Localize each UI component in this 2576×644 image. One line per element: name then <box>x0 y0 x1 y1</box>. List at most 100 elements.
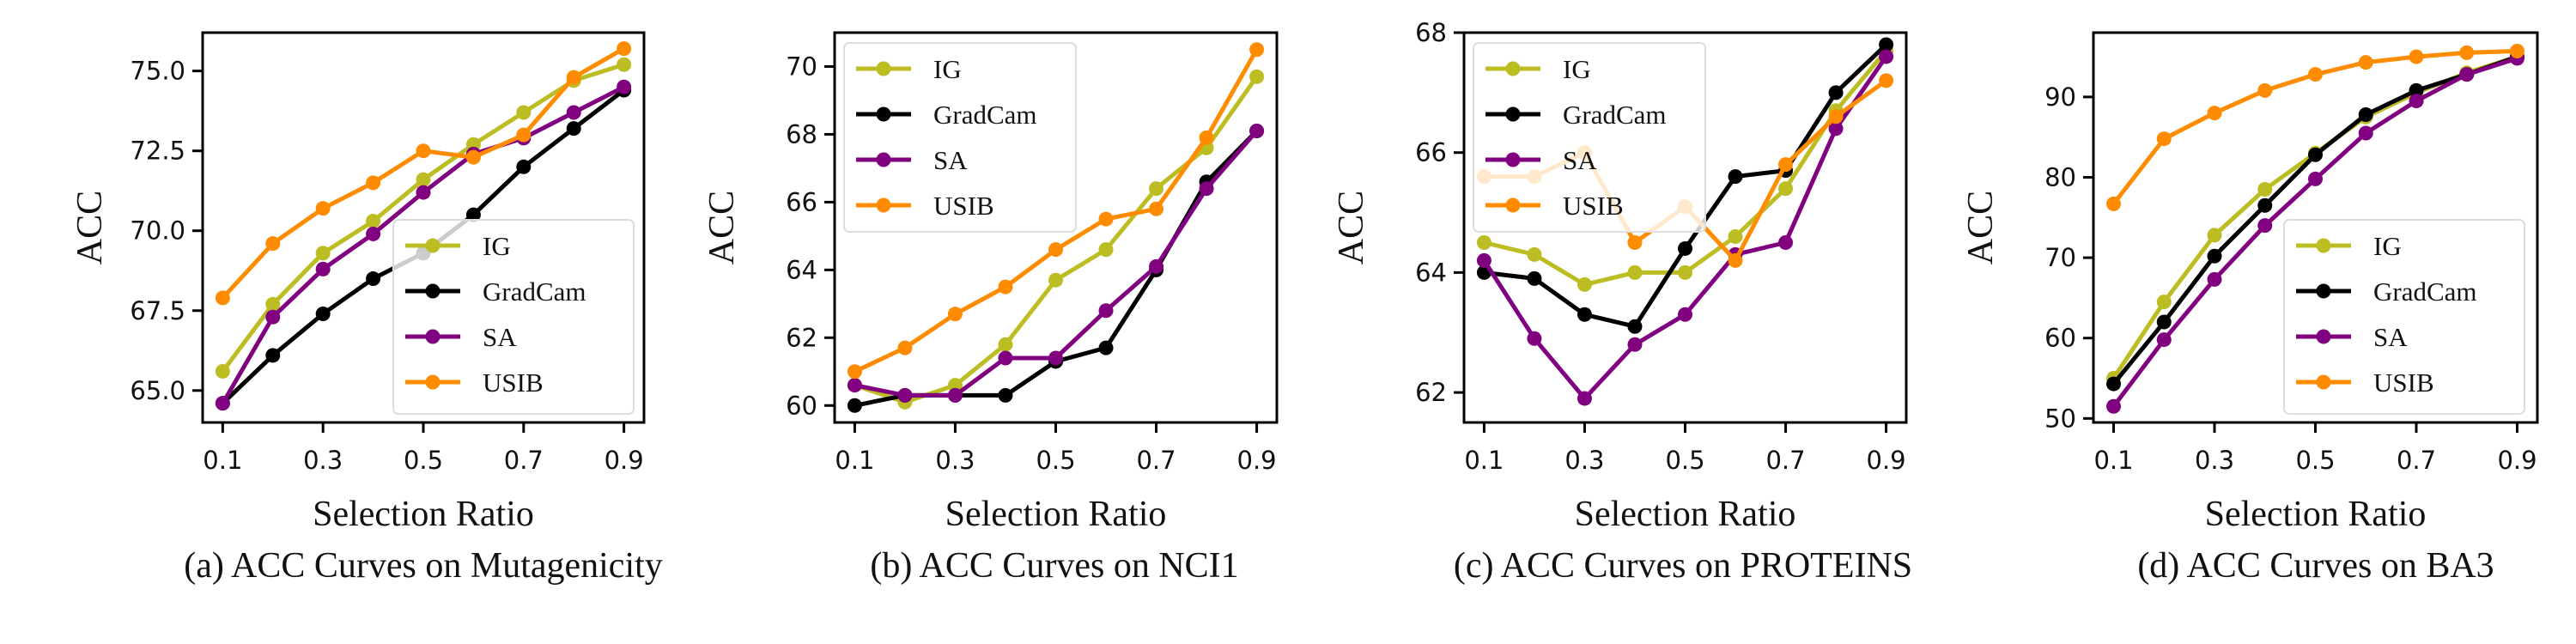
data-point-sa <box>947 387 963 403</box>
legend-box <box>2283 219 2525 415</box>
data-point-gradcam <box>516 159 532 174</box>
legend-label-usib: USIB <box>483 368 544 398</box>
data-point-ig <box>1249 69 1265 84</box>
chart-caption: (c) ACC Curves on PROTEINS <box>1454 546 1912 586</box>
data-point-ig <box>516 105 532 120</box>
y-tick-label: 66 <box>786 187 817 216</box>
y-tick-label: 68 <box>1415 18 1447 47</box>
data-point-usib <box>2207 106 2222 121</box>
data-point-usib <box>2106 196 2121 211</box>
data-point-sa <box>847 378 862 393</box>
x-tick-label: 0.5 <box>2295 446 2335 475</box>
legend-swatch-marker <box>425 283 440 299</box>
legend-label-ig: IG <box>2373 231 2402 261</box>
legend-label-ig: IG <box>1563 54 1591 84</box>
data-point-gradcam <box>2358 106 2373 122</box>
x-tick-label: 0.3 <box>2195 446 2234 475</box>
legend-label-gradcam: GradCam <box>933 100 1037 130</box>
data-point-ig <box>1527 246 1542 262</box>
data-point-ig <box>1778 181 1794 197</box>
data-point-ig <box>2156 295 2172 310</box>
data-point-gradcam <box>315 306 331 321</box>
chart-caption: (d) ACC Curves on BA3 <box>2137 546 2494 586</box>
data-point-gradcam <box>265 348 281 363</box>
y-tick-label: 67.5 <box>130 296 185 325</box>
data-point-sa <box>1577 391 1592 406</box>
data-point-usib <box>947 307 963 322</box>
x-tick-label: 0.1 <box>835 446 874 475</box>
data-point-sa <box>1678 307 1692 322</box>
data-point-usib <box>215 290 230 306</box>
y-tick-label: 50 <box>2044 404 2076 433</box>
data-point-gradcam <box>2409 82 2424 98</box>
x-tick-label: 0.7 <box>2397 446 2436 475</box>
x-tick-label: 0.7 <box>1136 446 1176 475</box>
y-tick-label: 70 <box>2044 243 2076 272</box>
data-point-ig <box>1627 264 1643 280</box>
data-point-usib <box>566 70 581 85</box>
data-point-sa <box>1828 121 1844 137</box>
data-point-ig <box>1149 181 1164 197</box>
data-point-gradcam <box>998 387 1013 403</box>
data-point-gradcam <box>1728 169 1743 185</box>
data-point-gradcam <box>847 398 862 413</box>
data-point-usib <box>1828 109 1844 125</box>
x-tick-label: 0.3 <box>303 446 343 475</box>
data-point-sa <box>1879 49 1894 64</box>
legend-swatch-marker <box>876 197 891 213</box>
legend-label-gradcam: GradCam <box>1563 100 1667 130</box>
legend-swatch-marker <box>1505 106 1521 122</box>
legend-label-ig: IG <box>933 54 962 84</box>
y-tick-label: 62 <box>1415 378 1447 407</box>
data-point-sa <box>315 261 331 276</box>
legend-swatch-marker <box>2316 238 2331 253</box>
data-point-sa <box>566 105 581 120</box>
data-point-ig <box>947 378 963 393</box>
data-point-sa <box>617 79 632 94</box>
data-point-sa <box>1098 303 1114 319</box>
legend-label-gradcam: GradCam <box>2373 276 2477 307</box>
data-point-sa <box>2308 171 2323 186</box>
y-tick-label: 72.5 <box>130 137 185 166</box>
data-point-sa <box>1627 337 1643 352</box>
data-point-ig <box>2207 228 2222 243</box>
data-point-sa <box>1527 331 1542 346</box>
data-point-usib <box>2459 45 2475 60</box>
x-tick-label: 0.9 <box>605 446 644 475</box>
data-point-sa <box>265 309 281 325</box>
data-point-sa <box>2358 125 2373 141</box>
data-point-usib <box>2257 82 2273 98</box>
y-tick-label: 75.0 <box>130 57 185 86</box>
data-point-ig <box>998 337 1013 352</box>
y-tick-label: 70.0 <box>130 216 185 246</box>
data-point-usib <box>617 41 632 57</box>
data-point-ig <box>1728 228 1743 244</box>
data-point-ig <box>416 172 431 187</box>
data-point-ig <box>1098 242 1114 258</box>
data-point-ig <box>1048 272 1063 288</box>
legend-label-usib: USIB <box>2373 368 2434 398</box>
x-tick-label: 0.9 <box>1867 446 1906 475</box>
x-axis-label: Selection Ratio <box>945 495 1167 534</box>
data-point-usib <box>1879 73 1894 88</box>
x-tick-label: 0.5 <box>1036 446 1075 475</box>
data-point-gradcam <box>1828 85 1844 100</box>
data-point-sa <box>998 350 1013 366</box>
data-point-usib <box>1149 201 1164 216</box>
data-point-ig <box>215 363 230 379</box>
legend-box <box>392 219 635 415</box>
data-point-usib <box>1199 130 1214 145</box>
data-point-sa <box>2106 398 2121 414</box>
data-point-ig <box>617 57 632 72</box>
y-tick-label: 64 <box>1415 258 1447 287</box>
data-point-usib <box>465 149 481 165</box>
data-point-sa <box>1149 258 1164 274</box>
data-point-usib <box>315 201 331 216</box>
data-point-ig <box>366 214 381 229</box>
y-tick-label: 70 <box>786 52 817 81</box>
data-point-gradcam <box>1098 340 1114 355</box>
y-tick-label: 60 <box>786 391 817 420</box>
data-point-ig <box>1678 264 1692 280</box>
x-axis-label: Selection Ratio <box>313 495 534 534</box>
